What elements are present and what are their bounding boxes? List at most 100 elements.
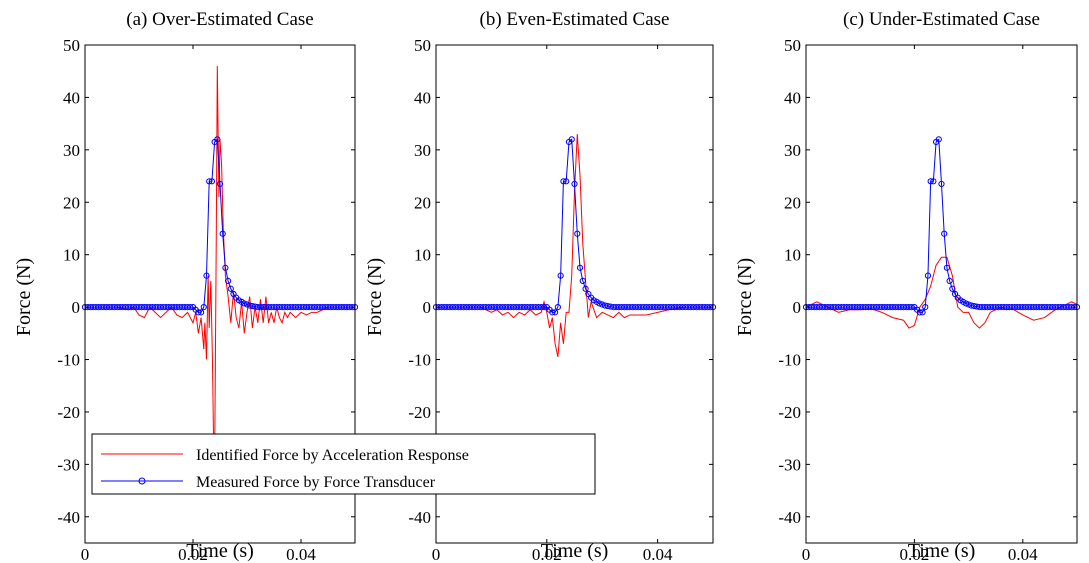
panel-1: -40 -30 -20 -10 0 10 20 30 40 50 0 0.02 0.04 (a) Over… [13, 9, 359, 563]
y-tick-label: 40 [784, 88, 801, 107]
axes-box [84, 44, 356, 544]
series-line-identified [436, 134, 713, 358]
y-tick-label: -30 [57, 455, 80, 474]
data-point-measured [216, 180, 224, 188]
y-tick-label: -20 [408, 403, 431, 422]
data-point-measured [930, 178, 937, 185]
series-line-identified [805, 256, 1078, 329]
data-point-measured [214, 136, 221, 143]
data-point-measured [227, 285, 234, 292]
data-point-measured [922, 304, 929, 311]
data-point-measured [949, 285, 956, 292]
data-point-measured [557, 272, 564, 279]
data-point-measured [225, 277, 232, 284]
y-tick-label: 10 [784, 246, 801, 265]
data-point-measured [554, 304, 561, 311]
y-tick-label: 50 [414, 36, 431, 55]
data-point-measured [195, 309, 202, 316]
data-point-measured [560, 178, 567, 185]
y-tick-label: -30 [778, 455, 801, 474]
data-point-measured [200, 304, 207, 311]
x-axis-label: Time (s) [186, 540, 254, 562]
data-point-measured [222, 264, 229, 271]
x-tick-label: 0 [81, 545, 90, 563]
data-point-measured [540, 304, 548, 311]
data-point-measured [568, 136, 575, 143]
chart-panels: -40 -30 -20 -10 0 10 20 30 40 50 0 0.02 0.04 (a) Over… [13, 9, 1081, 563]
data-point-measured [962, 300, 969, 307]
y-tick-label: 40 [63, 88, 80, 107]
y-tick-label: 0 [793, 298, 802, 317]
y-axis-label: Force (N) [364, 258, 386, 336]
x-axis-label: Time (s) [908, 540, 976, 562]
y-tick-label: 10 [63, 246, 80, 265]
data-point-measured [924, 272, 932, 279]
x-tick-label: 0.04 [286, 545, 316, 563]
y-tick-label: -10 [57, 351, 80, 370]
y-tick-label: -20 [778, 403, 801, 422]
x-tick-label: 0 [802, 545, 811, 563]
x-axis-label: Time (s) [541, 540, 609, 562]
x-tick-label: 0 [432, 545, 441, 563]
series-line-measured [436, 138, 713, 313]
data-point-measured [243, 301, 251, 308]
y-tick-label: 10 [414, 246, 431, 265]
data-point-measured [206, 178, 213, 185]
y-tick-label: -10 [408, 351, 431, 370]
data-point-measured [187, 304, 194, 311]
data-point-measured [943, 264, 951, 271]
panel-title: (a) Over-Estimated Case [126, 9, 313, 30]
data-point-measured [601, 302, 609, 309]
series-line-identified [85, 65, 355, 470]
data-point-measured [208, 178, 215, 185]
data-point-measured [579, 277, 586, 284]
data-point-measured [919, 309, 926, 316]
y-tick-label: -20 [57, 403, 80, 422]
data-point-measured [574, 230, 581, 237]
series-line-measured [85, 138, 355, 313]
panel-title: (c) Under-Estimated Case [843, 9, 1040, 30]
x-tick-label: 0.04 [1008, 545, 1038, 563]
x-tick-label: 0.02 [900, 545, 930, 563]
legend: Identified Force by Acceleration Respons… [91, 433, 596, 495]
data-point-measured [946, 277, 953, 284]
y-tick-label: -40 [408, 508, 431, 527]
panel-3: -40 -30 -20 -10 0 10 20 30 40 50 0 0.02 0.04 (c) Unde… [734, 9, 1081, 563]
legend-identified-label: Identified Force by Acceleration Respons… [196, 447, 469, 464]
data-point-measured [198, 309, 205, 316]
y-tick-label: 30 [784, 141, 801, 160]
data-point-measured [219, 230, 226, 237]
y-tick-label: -10 [778, 351, 801, 370]
data-point-measured [203, 272, 210, 279]
x-tick-label: 0.02 [178, 545, 208, 563]
data-point-measured [241, 300, 248, 307]
y-tick-label: 0 [72, 298, 81, 317]
legend-box [91, 433, 596, 495]
y-axis-label: Force (N) [13, 258, 35, 336]
series-line-measured [806, 138, 1077, 313]
y-tick-label: -40 [778, 508, 801, 527]
data-point-measured [571, 180, 578, 188]
y-tick-label: 20 [63, 193, 80, 212]
x-tick-label: 0.02 [532, 545, 562, 563]
data-point-measured [549, 309, 556, 316]
data-point-measured [552, 309, 559, 316]
data-point-measured [596, 300, 603, 307]
data-point-measured [935, 136, 942, 143]
data-point-measured [582, 285, 589, 292]
legend-measured-label: Measured Force by Force Transducer [196, 474, 436, 491]
data-point-measured [599, 301, 606, 308]
data-point-measured [938, 180, 945, 188]
axes-box [435, 44, 714, 544]
data-point-measured [965, 301, 972, 308]
y-tick-label: -40 [57, 508, 80, 527]
y-axis-label: Force (N) [734, 258, 756, 336]
data-point-measured [563, 178, 570, 185]
y-tick-label: 20 [414, 193, 431, 212]
data-point-measured [604, 302, 611, 310]
y-tick-label: 50 [63, 36, 80, 55]
legend-measured-marker [138, 477, 146, 485]
panel-title: (b) Even-Estimated Case [480, 9, 670, 30]
data-point-measured [941, 230, 948, 237]
